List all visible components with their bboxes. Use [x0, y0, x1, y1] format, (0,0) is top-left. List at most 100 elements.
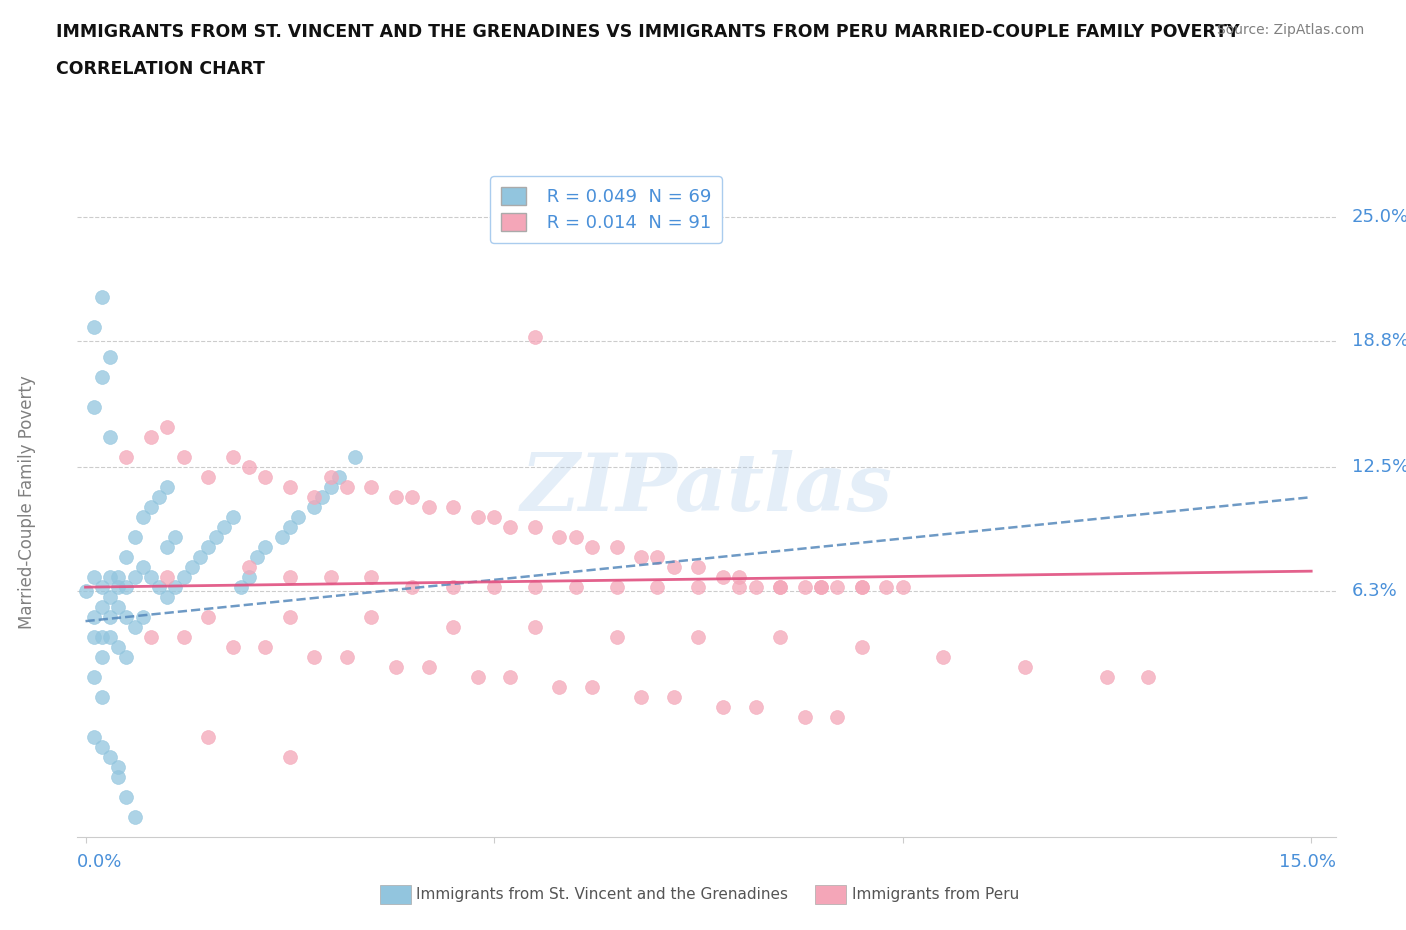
Point — [90, 370, 112, 385]
Point — [728, 570, 751, 585]
Point — [467, 510, 489, 525]
Legend:  R = 0.049  N = 69,  R = 0.014  N = 91: R = 0.049 N = 69, R = 0.014 N = 91 — [489, 177, 721, 243]
Point — [173, 450, 195, 465]
Point — [278, 750, 301, 764]
Point — [90, 630, 112, 644]
Text: Married-Couple Family Poverty: Married-Couple Family Poverty — [18, 376, 37, 629]
Point — [851, 579, 873, 594]
Point — [139, 499, 162, 514]
Point — [769, 579, 792, 594]
Point — [851, 579, 873, 594]
Point — [548, 680, 571, 695]
Text: 25.0%: 25.0% — [1353, 208, 1406, 226]
Point — [83, 400, 105, 415]
Point — [180, 560, 202, 575]
Point — [1014, 659, 1036, 674]
Point — [711, 570, 734, 585]
Point — [581, 680, 603, 695]
Point — [221, 640, 243, 655]
Point — [139, 570, 162, 585]
Point — [336, 480, 359, 495]
Point — [278, 480, 301, 495]
Point — [107, 770, 129, 785]
Point — [606, 630, 628, 644]
Point — [254, 470, 277, 485]
Point — [156, 590, 179, 604]
Text: Immigrants from Peru: Immigrants from Peru — [852, 887, 1019, 902]
Point — [441, 499, 464, 514]
Point — [319, 470, 342, 485]
Point — [769, 579, 792, 594]
Point — [336, 650, 359, 665]
Point — [254, 539, 277, 554]
Point — [319, 570, 342, 585]
Point — [744, 579, 766, 594]
Point — [131, 510, 153, 525]
Point — [441, 619, 464, 634]
Point — [688, 630, 710, 644]
Point — [1136, 670, 1159, 684]
Text: CORRELATION CHART: CORRELATION CHART — [56, 60, 266, 78]
Point — [124, 810, 146, 825]
Point — [221, 510, 243, 525]
Point — [197, 470, 219, 485]
Point — [229, 579, 252, 594]
Point — [851, 640, 873, 655]
Point — [254, 640, 277, 655]
Point — [156, 419, 179, 434]
Point — [238, 560, 260, 575]
Point — [90, 690, 112, 705]
Point — [90, 600, 112, 615]
Point — [482, 510, 505, 525]
Point — [214, 520, 236, 535]
Point — [156, 480, 179, 495]
Point — [197, 730, 219, 745]
Point — [606, 579, 628, 594]
Point — [499, 670, 522, 684]
Point — [891, 579, 914, 594]
Point — [83, 610, 105, 625]
Point — [131, 560, 153, 575]
Point — [205, 530, 228, 545]
Point — [83, 670, 105, 684]
Text: 6.3%: 6.3% — [1353, 582, 1398, 600]
Point — [90, 579, 112, 594]
Point — [173, 570, 195, 585]
Point — [401, 490, 423, 505]
Point — [606, 539, 628, 554]
Point — [90, 650, 112, 665]
Text: ZIPatlas: ZIPatlas — [520, 450, 893, 527]
Point — [83, 730, 105, 745]
Point — [246, 550, 269, 565]
Point — [360, 610, 382, 625]
Text: Source: ZipAtlas.com: Source: ZipAtlas.com — [1216, 23, 1364, 37]
Point — [711, 699, 734, 714]
Point — [647, 550, 669, 565]
Point — [523, 579, 546, 594]
Point — [793, 710, 815, 724]
Point — [688, 560, 710, 575]
Point — [98, 750, 121, 764]
Point — [688, 579, 710, 594]
Text: 15.0%: 15.0% — [1278, 853, 1336, 871]
Point — [311, 490, 333, 505]
Point — [523, 619, 546, 634]
Point — [875, 579, 897, 594]
Point — [90, 290, 112, 305]
Point — [148, 490, 170, 505]
Point — [630, 550, 652, 565]
Point — [115, 650, 138, 665]
Point — [156, 539, 179, 554]
Point — [304, 650, 326, 665]
Point — [83, 570, 105, 585]
Point — [744, 699, 766, 714]
Point — [107, 640, 129, 655]
Point — [630, 690, 652, 705]
Point — [565, 579, 588, 594]
Point — [139, 630, 162, 644]
Point — [810, 579, 832, 594]
Point — [115, 550, 138, 565]
Point — [83, 630, 105, 644]
Point — [115, 610, 138, 625]
Point — [401, 579, 423, 594]
